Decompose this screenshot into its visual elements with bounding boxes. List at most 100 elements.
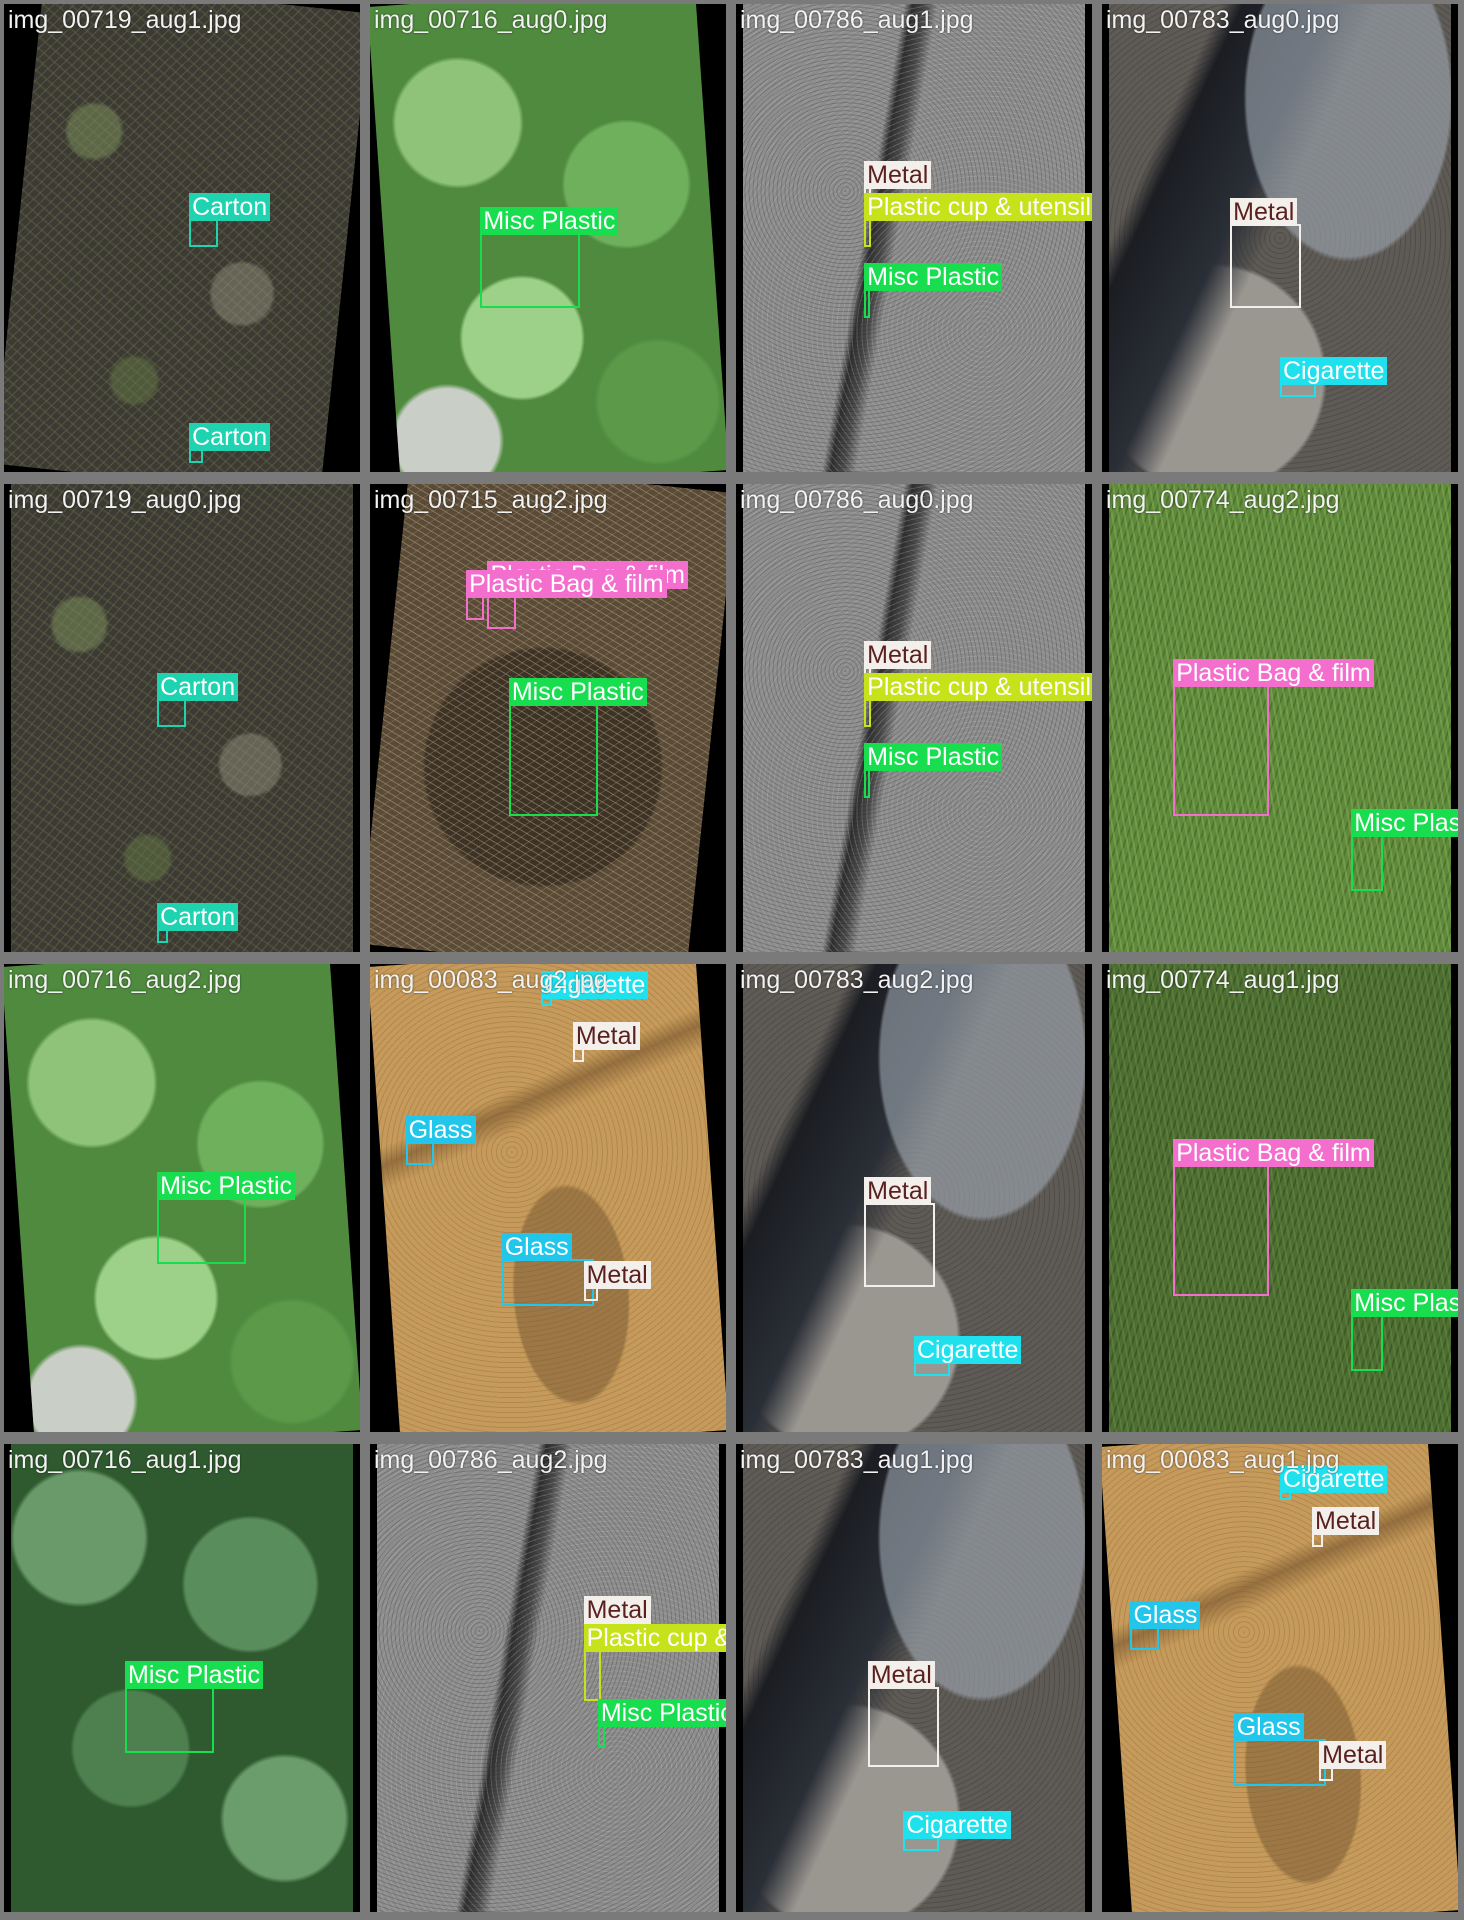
- detection-box: Cigarette: [540, 970, 649, 1007]
- detection-box: Metal: [867, 1661, 939, 1767]
- detection-label: Misc Plastic: [864, 263, 1003, 292]
- detection-box: Carton: [157, 673, 239, 728]
- file-name-label: img_00774_aug2.jpg: [1106, 486, 1340, 514]
- detection-box: Metal: [864, 1176, 936, 1287]
- file-name-label: img_00783_aug2.jpg: [740, 966, 974, 994]
- detection-label: Cigarette: [1280, 1464, 1388, 1493]
- detection-label: Misc Plastic: [1351, 1289, 1458, 1317]
- detection-box: Plastic cup & utensil: [864, 193, 1092, 248]
- image-tile: img_00083_aug2.jpg Cigarette Metal Glass Gla…: [370, 964, 726, 1432]
- detection-label: Plastic Bag & film: [1173, 659, 1374, 688]
- photo-content: [1109, 964, 1451, 1432]
- detection-box: Glass: [1130, 1600, 1201, 1650]
- detection-label: Metal: [1312, 1506, 1380, 1535]
- detection-label: Glass: [1233, 1712, 1304, 1741]
- photo-content: [1102, 1444, 1458, 1912]
- detection-box: Misc Plastic: [864, 743, 1003, 798]
- detection-box: Glass: [405, 1115, 476, 1166]
- photo: [1102, 964, 1458, 1432]
- photo: [4, 4, 360, 472]
- detection-label: Carton: [189, 422, 271, 451]
- photo-content: [743, 484, 1085, 952]
- file-name-label: img_00083_aug1.jpg: [1106, 1446, 1340, 1474]
- detection-box: Carton: [189, 422, 271, 463]
- photo-content: [370, 964, 726, 1432]
- photo: [736, 484, 1092, 952]
- image-tile: img_00783_aug2.jpg Metal Cigarette: [736, 964, 1092, 1432]
- detection-label: Plastic cup & utensil: [583, 1623, 726, 1652]
- file-name-label: img_00783_aug1.jpg: [740, 1446, 974, 1474]
- photo: [1102, 484, 1458, 952]
- detection-label: Cigarette: [914, 1335, 1022, 1364]
- detection-label: Plastic Bag & film: [1173, 1139, 1374, 1168]
- detection-box: Glass: [501, 1232, 595, 1306]
- detection-label: Plastic Bag & film: [466, 570, 667, 599]
- detection-label: Metal: [1230, 197, 1298, 226]
- photo-content: [11, 484, 353, 952]
- detection-label: Metal: [864, 160, 932, 189]
- detection-label: Cigarette: [540, 970, 649, 999]
- detection-label: Metal: [583, 1260, 651, 1289]
- detection-label: Misc Plastic: [157, 1172, 296, 1200]
- detection-box: Metal: [1312, 1506, 1380, 1547]
- detection-label: Misc Plastic: [508, 677, 647, 706]
- image-tile: img_00783_aug1.jpg Metal Cigarette: [736, 1444, 1092, 1912]
- image-tile: img_00719_aug0.jpg Carton Carton: [4, 484, 360, 952]
- detection-box: Plastic Bag & film: [466, 570, 667, 620]
- file-name-label: img_00083_aug2.jpg: [374, 966, 608, 994]
- detection-box: Carton: [157, 902, 239, 943]
- detection-label: Glass: [1130, 1600, 1201, 1629]
- file-name-label: img_00716_aug2.jpg: [8, 966, 242, 994]
- detection-label: Misc Plastic: [1351, 809, 1458, 837]
- file-name-label: img_00716_aug1.jpg: [8, 1446, 242, 1474]
- detection-box: Cigarette: [1280, 357, 1388, 398]
- photo-content: [4, 4, 360, 472]
- detection-label: Carton: [157, 673, 239, 702]
- photo: [1102, 4, 1458, 472]
- detection-label: Misc Plastic: [864, 743, 1003, 772]
- detection-label: Metal: [867, 1661, 935, 1690]
- detection-label: Misc Plastic: [480, 207, 619, 236]
- detection-box: Metal: [583, 1260, 651, 1301]
- detection-label: Carton: [189, 193, 271, 222]
- detection-label: Cigarette: [1280, 357, 1388, 386]
- file-name-label: img_00715_aug2.jpg: [374, 486, 608, 514]
- photo-content: [377, 1444, 719, 1912]
- photo: [1102, 1444, 1458, 1912]
- photo: [370, 964, 726, 1432]
- file-name-label: img_00786_aug2.jpg: [374, 1446, 608, 1474]
- detection-box: Carton: [189, 193, 271, 248]
- photo: [4, 484, 360, 952]
- image-tile: img_00719_aug1.jpg Carton Carton: [4, 4, 360, 472]
- detection-label: Glass: [501, 1232, 572, 1261]
- detection-box: Cigarette: [914, 1335, 1022, 1376]
- detection-box: Plastic cup & utensil: [864, 673, 1092, 728]
- image-tile: img_00774_aug1.jpg Plastic Bag & film Misc…: [1102, 964, 1458, 1432]
- detection-label: Metal: [572, 1022, 641, 1051]
- photo-content: [1109, 4, 1451, 472]
- image-tile: img_00786_aug0.jpg Metal Plastic cup & ute…: [736, 484, 1092, 952]
- detection-label: Metal: [864, 640, 932, 669]
- image-tile: img_00716_aug1.jpg Misc Plastic: [4, 1444, 360, 1912]
- photo-content: [743, 4, 1085, 472]
- file-name-label: img_00783_aug0.jpg: [1106, 6, 1340, 34]
- image-tile: img_00716_aug2.jpg Misc Plastic: [4, 964, 360, 1432]
- detection-box: Misc Plastic: [125, 1661, 263, 1753]
- detection-box: Misc Plastic: [597, 1698, 726, 1749]
- detection-box: Plastic cup & utensil: [583, 1623, 726, 1702]
- detection-box: Glass: [1233, 1712, 1327, 1786]
- detection-label: Metal: [864, 1176, 932, 1205]
- detection-box: Misc Plastic: [480, 207, 619, 309]
- detection-label: Cigarette: [903, 1811, 1011, 1840]
- file-name-label: img_00716_aug0.jpg: [374, 6, 608, 34]
- detection-box: Misc Plastic: [1351, 1289, 1458, 1372]
- detection-box: Metal: [864, 160, 932, 201]
- file-name-label: img_00719_aug1.jpg: [8, 6, 242, 34]
- photo: [370, 1444, 726, 1912]
- detection-label: Misc Plastic: [125, 1661, 263, 1690]
- detection-box: Misc Plastic: [864, 263, 1003, 318]
- photo: [736, 4, 1092, 472]
